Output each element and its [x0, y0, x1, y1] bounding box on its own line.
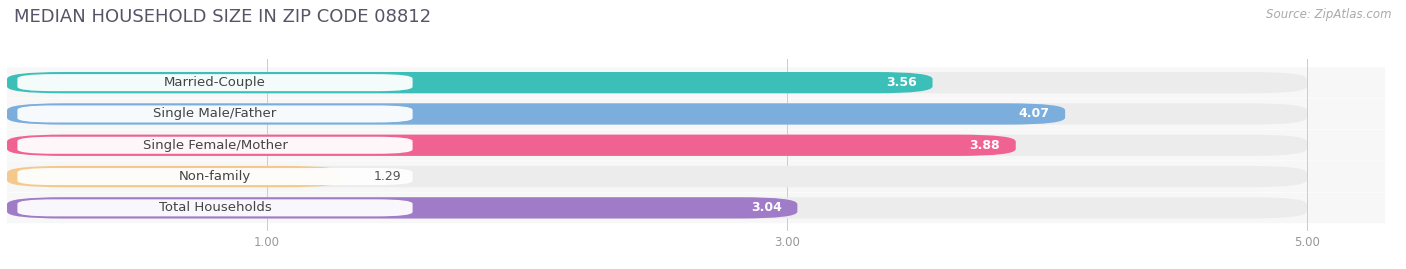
- FancyBboxPatch shape: [7, 130, 1385, 161]
- FancyBboxPatch shape: [7, 166, 343, 187]
- FancyBboxPatch shape: [17, 105, 412, 122]
- FancyBboxPatch shape: [7, 197, 1308, 218]
- FancyBboxPatch shape: [17, 74, 412, 91]
- FancyBboxPatch shape: [7, 161, 1385, 192]
- Text: Single Female/Mother: Single Female/Mother: [142, 139, 287, 152]
- Text: Single Male/Father: Single Male/Father: [153, 107, 277, 121]
- FancyBboxPatch shape: [7, 166, 1308, 187]
- Text: 4.07: 4.07: [1018, 107, 1049, 121]
- Text: 1.29: 1.29: [374, 170, 401, 183]
- FancyBboxPatch shape: [17, 168, 412, 185]
- FancyBboxPatch shape: [7, 72, 1308, 93]
- Text: Non-family: Non-family: [179, 170, 252, 183]
- Text: Married-Couple: Married-Couple: [165, 76, 266, 89]
- FancyBboxPatch shape: [7, 134, 1308, 156]
- Text: Source: ZipAtlas.com: Source: ZipAtlas.com: [1267, 8, 1392, 21]
- FancyBboxPatch shape: [7, 67, 1385, 98]
- Text: Total Households: Total Households: [159, 201, 271, 214]
- FancyBboxPatch shape: [17, 199, 412, 216]
- FancyBboxPatch shape: [7, 99, 1385, 129]
- FancyBboxPatch shape: [7, 197, 797, 218]
- Text: 3.88: 3.88: [970, 139, 1000, 152]
- FancyBboxPatch shape: [17, 137, 412, 154]
- Text: 3.56: 3.56: [886, 76, 917, 89]
- FancyBboxPatch shape: [7, 72, 932, 93]
- Text: 3.04: 3.04: [751, 201, 782, 214]
- FancyBboxPatch shape: [7, 193, 1385, 223]
- Text: MEDIAN HOUSEHOLD SIZE IN ZIP CODE 08812: MEDIAN HOUSEHOLD SIZE IN ZIP CODE 08812: [14, 8, 432, 26]
- FancyBboxPatch shape: [7, 103, 1308, 125]
- FancyBboxPatch shape: [7, 134, 1015, 156]
- FancyBboxPatch shape: [7, 103, 1066, 125]
